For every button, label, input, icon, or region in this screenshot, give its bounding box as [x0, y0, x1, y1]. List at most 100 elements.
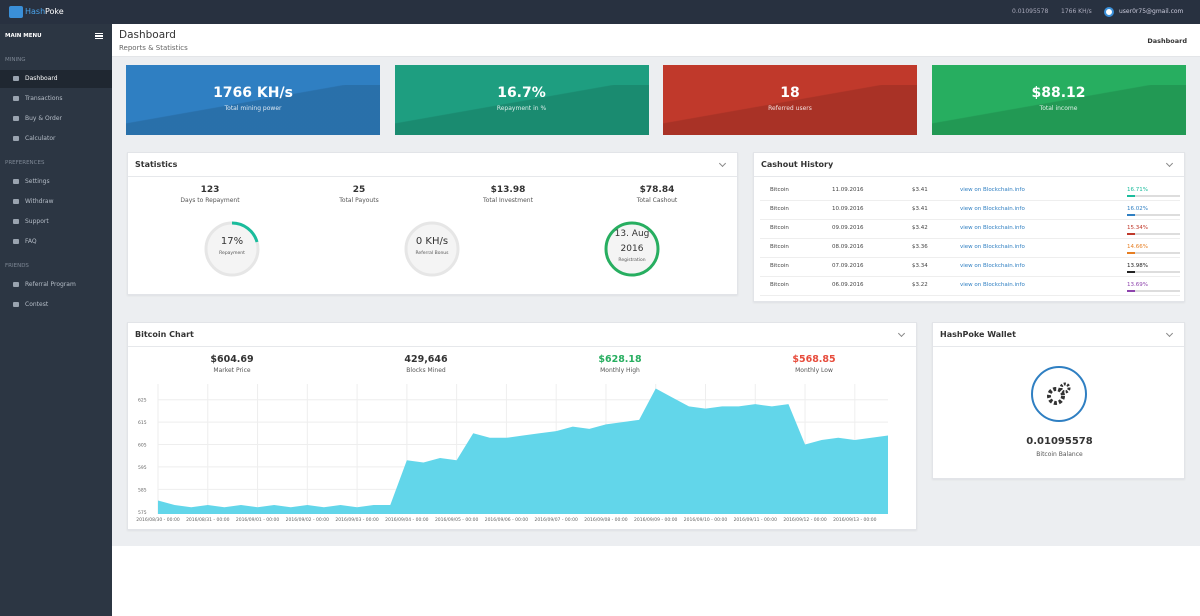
- card-decor: [394, 85, 649, 135]
- statistics-panel: Statistics 123 Days to Repayment 25 Total P…: [127, 152, 738, 295]
- progress-bar: [1127, 233, 1135, 235]
- menu-item[interactable]: Withdraw: [0, 193, 112, 211]
- menu-item[interactable]: Transactions: [0, 90, 112, 108]
- panel-title: HashPoke Wallet: [933, 323, 1184, 347]
- gauge-value: 17%: [220, 236, 244, 247]
- user-email[interactable]: user0r75@gmail.com: [1119, 8, 1184, 15]
- logo: Hash: [25, 7, 46, 16]
- menu-label[interactable]: Referral Program: [25, 281, 76, 288]
- link[interactable]: view on Blockchain.info: [960, 225, 1025, 231]
- wallet-panel: HashPoke Wallet 0.01095578 Bitcoin Balan…: [932, 322, 1185, 479]
- menu-label[interactable]: Support: [25, 218, 49, 225]
- page-title: Dashboard: [119, 29, 176, 41]
- menu-item[interactable]: Contest: [0, 296, 112, 314]
- stat-value: $78.84: [639, 185, 675, 195]
- link[interactable]: view on Blockchain.info: [960, 206, 1025, 212]
- stat-card: 18 Referred users: [663, 65, 917, 135]
- menu-label[interactable]: Withdraw: [25, 198, 54, 205]
- card-decor: [663, 85, 917, 135]
- table-row: Bitcoin 06.09.2016 $3.22 view on Blockchain…: [760, 277, 1180, 296]
- hashrate: 1766 KH/s: [1061, 8, 1092, 15]
- menu-label[interactable]: Settings: [25, 178, 50, 185]
- progress-bar: [1127, 195, 1135, 197]
- link[interactable]: view on Blockchain.info: [960, 244, 1025, 250]
- menu-item[interactable]: FAQ: [0, 233, 112, 251]
- cell: 13.69%: [1127, 282, 1148, 288]
- card-value: 16.7%: [497, 85, 546, 101]
- progress-track: [1127, 214, 1180, 216]
- y-tick-label: 595: [138, 465, 147, 471]
- stat-value: $628.18: [598, 354, 642, 365]
- cell: 11.09.2016: [832, 187, 864, 193]
- menu-icon: [13, 219, 19, 224]
- menu-icon: [13, 76, 19, 81]
- stat-value: 123: [200, 185, 220, 195]
- progress-bar: [1127, 290, 1135, 292]
- panel-title: Statistics: [128, 153, 737, 177]
- menu-item[interactable]: Dashboard: [0, 70, 112, 88]
- menu-icon: [13, 282, 19, 287]
- card-label: Referred users: [768, 105, 812, 112]
- menu-label[interactable]: Dashboard: [25, 75, 58, 82]
- cell: 09.09.2016: [832, 225, 864, 231]
- cell: $3.36: [912, 244, 928, 250]
- y-tick-label: 575: [138, 510, 147, 516]
- stat-value: $604.69: [210, 354, 254, 365]
- x-tick-label: 2016/09/09 - 00:00: [634, 517, 678, 523]
- x-tick-label: 2016/09/04 - 00:00: [385, 517, 429, 523]
- cell: $3.41: [912, 206, 928, 212]
- menu-label[interactable]: Calculator: [25, 135, 56, 142]
- menu-item[interactable]: Buy & Order: [0, 110, 112, 128]
- y-tick-label: 615: [138, 420, 147, 426]
- menu-label[interactable]: Transactions: [25, 95, 63, 102]
- menu-item[interactable]: Calculator: [0, 130, 112, 148]
- stat-label: Total Payouts: [339, 197, 379, 204]
- card-label: Total income: [1039, 105, 1078, 112]
- menu-label[interactable]: Contest: [25, 301, 49, 308]
- menu-item[interactable]: Support: [0, 213, 112, 231]
- cell: 16.02%: [1127, 206, 1148, 212]
- wallet-value: 0.01095578: [1026, 436, 1093, 447]
- progress-track: [1127, 233, 1180, 235]
- progress-track: [1127, 195, 1180, 197]
- sidebar: MAIN MENU MINING Dashboard Transactions Buy…: [0, 24, 112, 616]
- x-tick-label: 2016/09/06 - 00:00: [485, 517, 529, 523]
- card-value: 18: [780, 85, 800, 101]
- cell: Bitcoin: [770, 244, 789, 250]
- bitcoin-panel: Bitcoin Chart $604.69 Market Price 429,646…: [127, 322, 917, 530]
- x-tick-label: 2016/09/07 - 00:00: [534, 517, 578, 523]
- link[interactable]: view on Blockchain.info: [960, 282, 1025, 288]
- x-tick-label: 2016/09/10 - 00:00: [684, 517, 728, 523]
- link[interactable]: view on Blockchain.info: [960, 263, 1025, 269]
- x-tick-label: 2016/09/08 - 00:00: [584, 517, 628, 523]
- gauge-ring: [604, 221, 660, 277]
- stat-card: $88.12 Total income: [931, 65, 1186, 135]
- cell: Bitcoin: [770, 206, 789, 212]
- breadcrumb[interactable]: Dashboard: [1147, 37, 1187, 45]
- link[interactable]: view on Blockchain.info: [960, 187, 1025, 193]
- menu-icon: [13, 239, 19, 244]
- section-title: PREFERENCES: [5, 160, 45, 166]
- menu-item[interactable]: Referral Program: [0, 276, 112, 294]
- cell: Bitcoin: [770, 225, 789, 231]
- section-title: FRIENDS: [5, 263, 29, 269]
- cashout-panel: Cashout History Bitcoin 11.09.2016 $3.41 vi…: [753, 152, 1185, 302]
- avatar[interactable]: [1104, 7, 1114, 17]
- menu-label[interactable]: FAQ: [25, 238, 37, 245]
- card-decor: [126, 85, 380, 135]
- topbar: Hash Poke 0.01095578 1766 KH/s user0r75@…: [0, 0, 1200, 24]
- gauge-ring: [404, 221, 460, 277]
- menu-toggle[interactable]: [95, 33, 103, 39]
- x-tick-label: 2016/09/05 - 00:00: [435, 517, 479, 523]
- menu-icon: [13, 116, 19, 121]
- stat-label: Total Investment: [483, 197, 533, 204]
- menu-title: MAIN MENU: [5, 33, 42, 39]
- menu-item[interactable]: Settings: [0, 173, 112, 191]
- wallet-label: Bitcoin Balance: [1036, 451, 1083, 458]
- gauge-label: Referral Bonus: [415, 251, 449, 256]
- y-tick-label: 585: [138, 487, 147, 493]
- menu-label[interactable]: Buy & Order: [25, 115, 63, 122]
- stat-card: 1766 KH/s Total mining power: [126, 65, 380, 135]
- balance: 0.01095578: [1012, 8, 1049, 15]
- cell: 15.34%: [1127, 225, 1148, 231]
